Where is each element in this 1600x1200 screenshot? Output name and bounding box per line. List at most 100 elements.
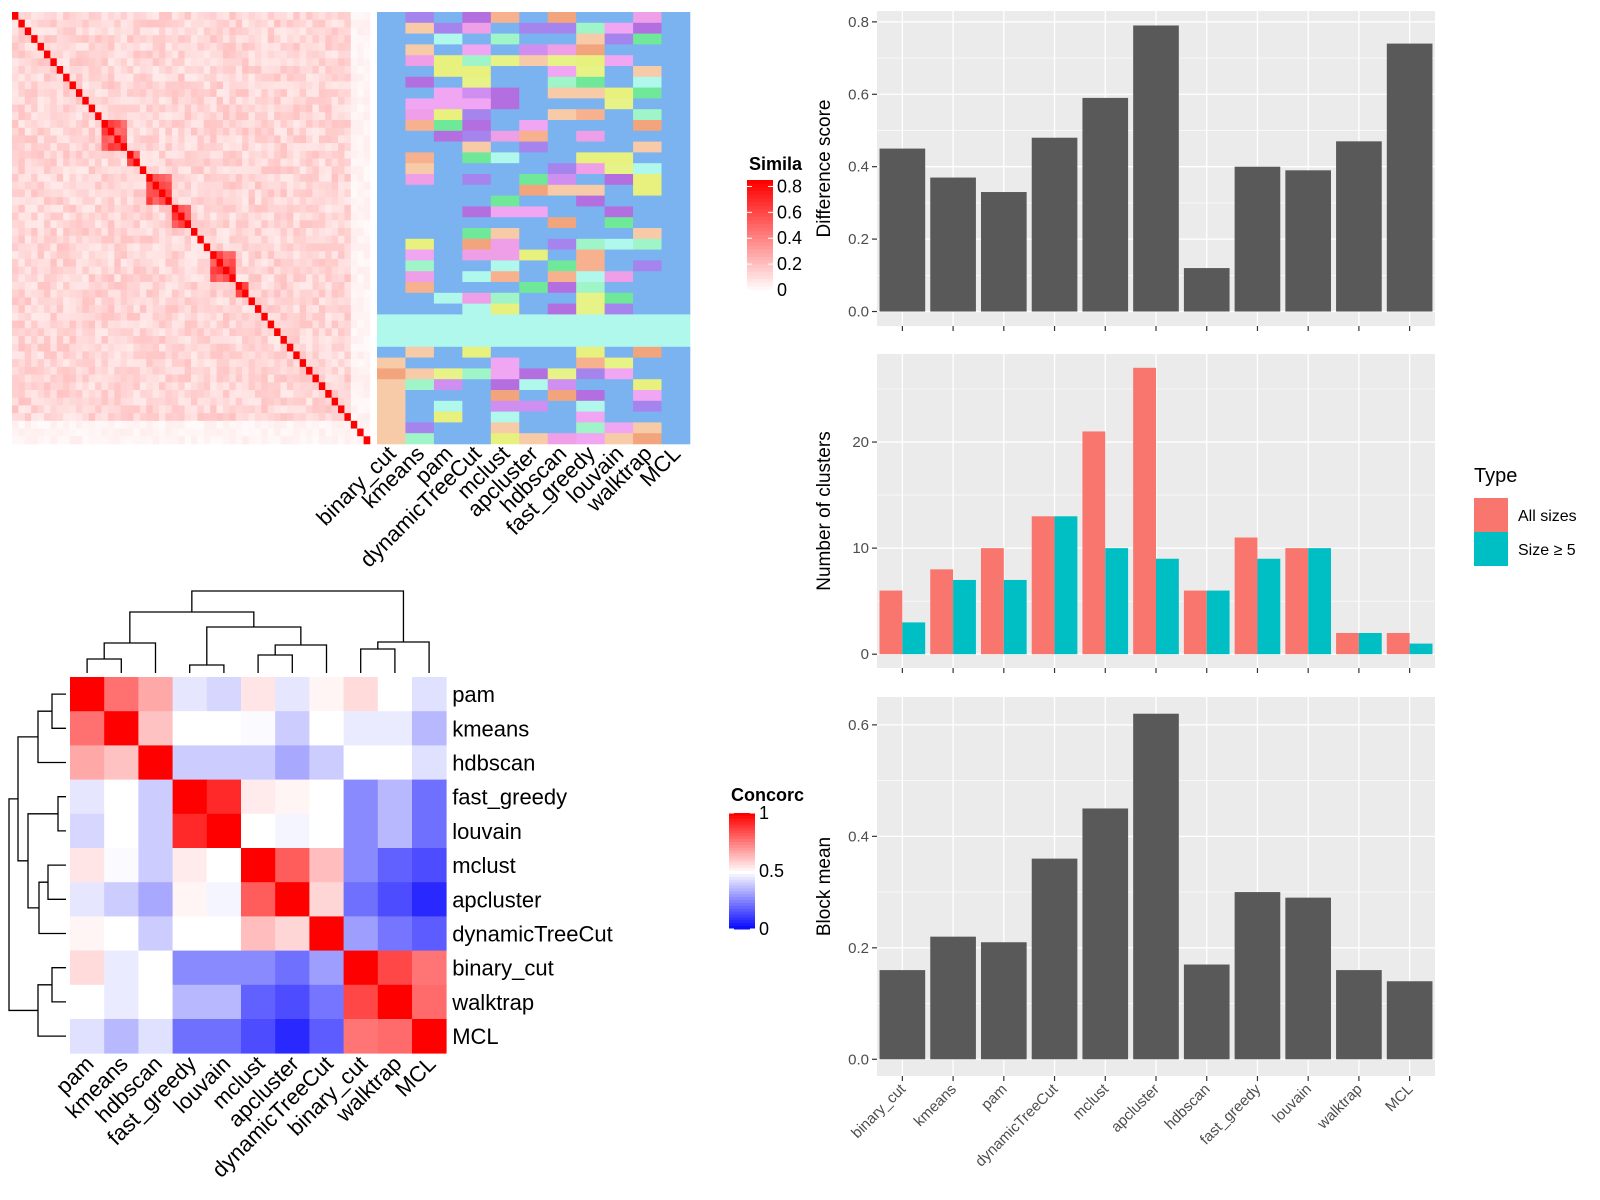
annotation-cell-apcluster [519,379,549,391]
similarity-cell [312,274,320,283]
similarity-cell [306,135,313,144]
similarity-cell [152,120,160,129]
similarity-cell [357,150,364,159]
annotation-cell-mclust [490,12,520,24]
annotation-cell-louvain [604,260,634,272]
similarity-cell [165,436,173,445]
similarity-cell [293,96,300,105]
similarity-cell [222,243,230,252]
annotation-cell-mclust [490,336,520,348]
similarity-legend-gradient [747,282,773,287]
similarity-legend-gradient [747,191,773,196]
similarity-cell [293,413,300,422]
similarity-cell [18,305,26,314]
similarity-cell [120,104,128,113]
similarity-cell [171,320,179,329]
similarity-cell [248,428,256,437]
similarity-cell [280,328,288,337]
similarity-cell [318,289,326,298]
similarity-cell [139,89,147,98]
annotation-cell-walktrap [633,325,662,337]
similarity-cell [280,174,288,183]
similarity-cell [267,42,275,51]
concordance-cell [275,745,310,780]
similarity-cell [357,235,364,244]
annotation-cell-apcluster [519,357,549,369]
similarity-cell [248,336,256,345]
similarity-cell [203,181,211,190]
similarity-cell [197,243,205,252]
similarity-cell [114,359,121,368]
similarity-cell [95,112,102,121]
annotation-cell-binary_cut [377,390,406,402]
similarity-cell [280,359,288,368]
similarity-cell [31,120,38,129]
similarity-cell [318,73,326,82]
bar-all-sizes-hdbscan [1183,590,1207,655]
similarity-cell [146,19,153,28]
similarity-cell [338,73,345,82]
similarity-cell [114,235,121,244]
similarity-cell [254,50,262,59]
similarity-cell [312,359,320,368]
annotation-cell-walktrap [633,22,662,34]
similarity-cell [261,181,269,190]
similarity-cell [197,274,205,283]
similarity-cell [178,143,185,152]
similarity-cell [363,58,371,67]
similarity-cell [191,189,198,198]
similarity-cell [75,35,83,44]
similarity-cell [210,19,217,28]
similarity-cell [286,96,294,105]
similarity-cell [216,166,224,175]
similarity-cell [357,428,364,437]
similarity-cell [306,19,313,28]
similarity-cell [24,143,32,152]
concordance-cell [275,984,310,1020]
bar-dynamicTreeCut [1031,137,1078,312]
similarity-cell [363,235,371,244]
similarity-cell [197,312,205,321]
concordance-legend-gradient [729,902,755,907]
similarity-cell [338,343,345,352]
similarity-cell [18,50,26,59]
similarity-cell [191,258,198,267]
similarity-cell [24,274,32,283]
similarity-cell [344,320,352,329]
similarity-cell [325,135,332,144]
similarity-cell [210,258,217,267]
concordance-cell [275,711,310,746]
similarity-cell [101,204,109,213]
similarity-cell [159,320,166,329]
similarity-cell [88,73,96,82]
similarity-cell [50,282,58,291]
similarity-cell [242,220,249,229]
similarity-cell [210,204,217,213]
similarity-cell [63,374,70,383]
similarity-cell [235,35,243,44]
annotation-cell-MCL [661,238,691,250]
similarity-cell [306,197,313,206]
similarity-cell [184,12,192,21]
similarity-cell [178,81,185,90]
similarity-legend-gradient [747,231,773,236]
similarity-cell [216,336,224,345]
similarity-cell [56,73,64,82]
similarity-cell [274,181,281,190]
similarity-cell [18,135,26,144]
similarity-cell [12,359,19,368]
similarity-cell [286,428,294,437]
similarity-cell [50,73,58,82]
similarity-cell [325,251,332,260]
similarity-cell [75,243,83,252]
similarity-cell [88,266,96,275]
annotation-cell-louvain [604,379,634,391]
similarity-cell [63,343,70,352]
concordance-cell [412,745,447,780]
similarity-cell [222,66,230,75]
similarity-cell [37,50,45,59]
similarity-cell [242,343,249,352]
similarity-cell [63,336,70,345]
similarity-cell [229,89,237,98]
similarity-cell [242,382,249,391]
